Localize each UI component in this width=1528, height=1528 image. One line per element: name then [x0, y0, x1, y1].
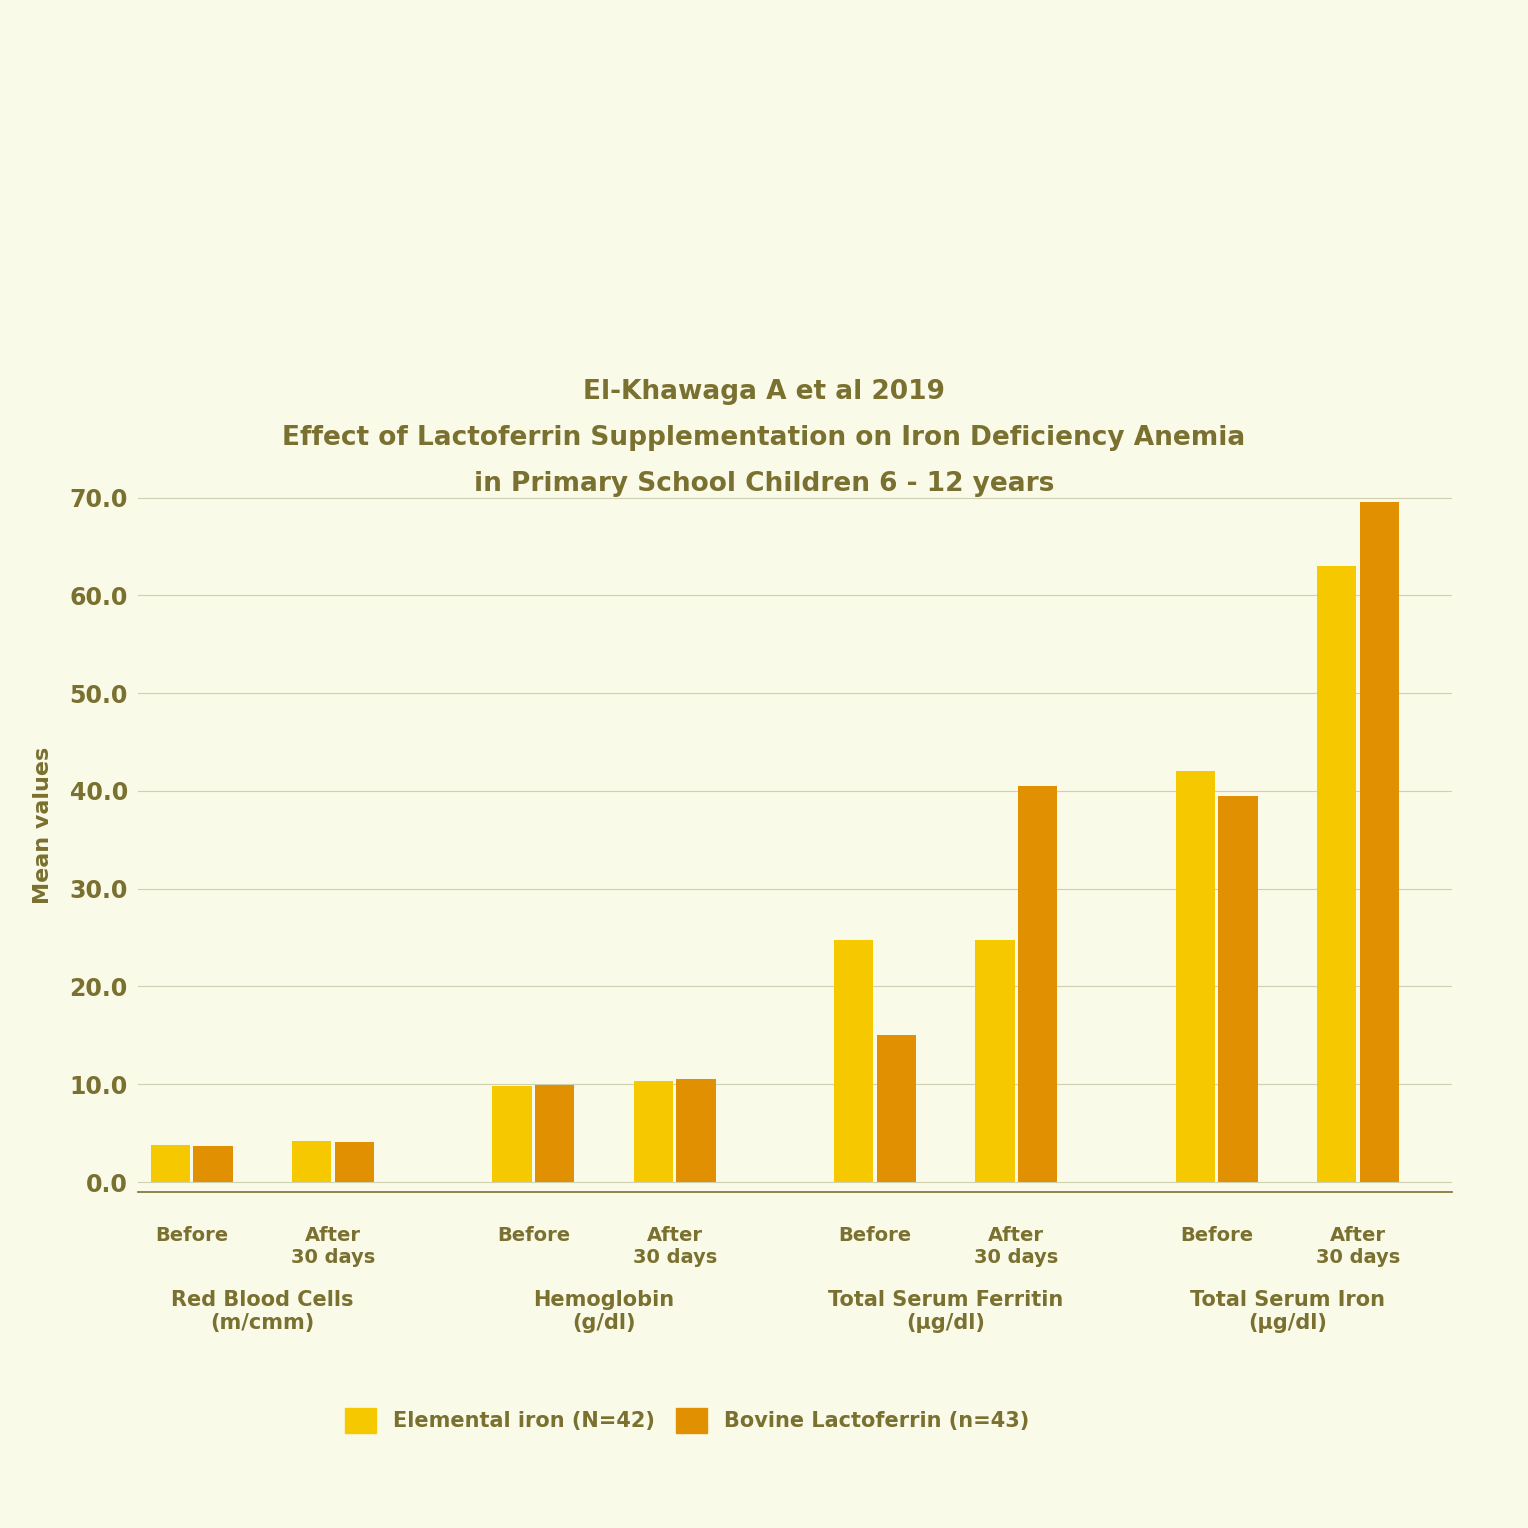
- Text: After
30 days: After 30 days: [633, 1225, 717, 1267]
- Bar: [1175, 772, 1215, 1183]
- Text: Hemoglobin
(g/dl): Hemoglobin (g/dl): [533, 1290, 674, 1332]
- Bar: [335, 1141, 374, 1183]
- Bar: [677, 1079, 715, 1183]
- Text: Total Serum Iron
(µg/dl): Total Serum Iron (µg/dl): [1190, 1290, 1384, 1332]
- Bar: [292, 1141, 332, 1183]
- Bar: [975, 940, 1015, 1183]
- Bar: [535, 1085, 575, 1183]
- Text: After
30 days: After 30 days: [290, 1225, 374, 1267]
- Bar: [151, 1144, 189, 1183]
- Text: Effect of Lactoferrin Supplementation on Iron Deficiency Anemia: Effect of Lactoferrin Supplementation on…: [283, 425, 1245, 451]
- Bar: [492, 1086, 532, 1183]
- Text: Before: Before: [497, 1225, 570, 1245]
- Y-axis label: Mean values: Mean values: [32, 747, 53, 903]
- Text: After
30 days: After 30 days: [975, 1225, 1059, 1267]
- Bar: [634, 1082, 672, 1183]
- Text: Before: Before: [839, 1225, 912, 1245]
- Text: Before: Before: [1180, 1225, 1253, 1245]
- Text: Before: Before: [156, 1225, 228, 1245]
- Bar: [1218, 796, 1258, 1183]
- Bar: [194, 1146, 232, 1183]
- Text: Total Serum Ferritin
(µg/dl): Total Serum Ferritin (µg/dl): [828, 1290, 1063, 1332]
- Legend: Elemental iron (N=42), Bovine Lactoferrin (n=43): Elemental iron (N=42), Bovine Lactoferri…: [345, 1407, 1028, 1433]
- Text: After
30 days: After 30 days: [1316, 1225, 1400, 1267]
- Bar: [834, 940, 874, 1183]
- Text: in Primary School Children 6 - 12 years: in Primary School Children 6 - 12 years: [474, 471, 1054, 497]
- Text: Red Blood Cells
(m/cmm): Red Blood Cells (m/cmm): [171, 1290, 353, 1332]
- Bar: [1360, 503, 1400, 1183]
- Bar: [1018, 785, 1057, 1183]
- Bar: [1317, 565, 1357, 1183]
- Text: El-Khawaga A et al 2019: El-Khawaga A et al 2019: [584, 379, 944, 405]
- Bar: [877, 1036, 917, 1183]
